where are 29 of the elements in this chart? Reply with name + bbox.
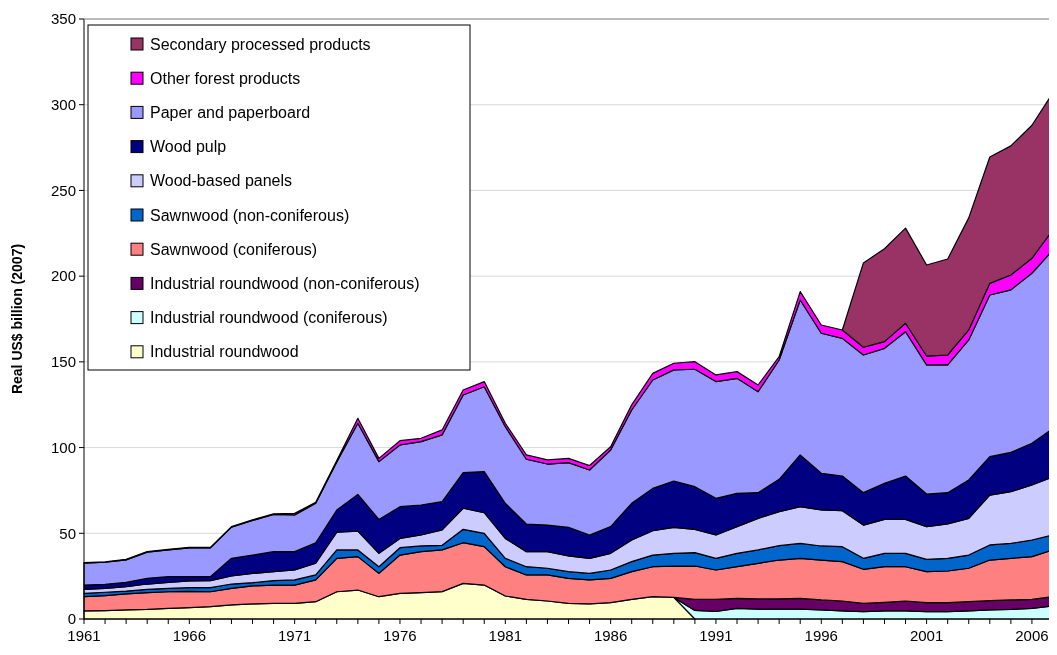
x-tick-label: 1966 [172,627,207,644]
x-tick-label: 1971 [277,627,312,644]
x-tick-label: 1981 [488,627,522,644]
x-tick-label: 1991 [699,627,733,644]
x-tick-label: 2001 [909,627,944,644]
y-tick-label: 100 [50,438,76,456]
legend-label: Secondary processed products [150,35,371,53]
x-tick-label: 1976 [383,627,417,644]
legend-label: Industrial roundwood (coniferous) [150,309,388,327]
x-tick-label: 1961 [67,627,101,644]
y-tick-label: 300 [50,95,76,113]
legend-label: Other forest products [150,69,301,87]
y-tick-label: 150 [50,353,76,371]
legend-label: Wood pulp [150,138,227,156]
x-tick-label: 2006 [1015,627,1049,644]
y-tick-label: 250 [50,181,76,199]
y-tick-label: 200 [50,267,76,285]
y-tick-label: 50 [59,524,76,542]
legend-label: Sawnwood (non-coniferous) [150,206,350,224]
legend-label: Industrial roundwood [150,343,299,361]
x-tick-label: 1996 [804,627,838,644]
y-axis-title: Real US$ billion (2007) [9,243,25,395]
legend-label: Paper and paperboard [150,104,311,121]
legend-label: Sawnwood (coniferous) [150,240,318,258]
y-tick-label: 0 [67,610,76,628]
legend-label: Wood-based panels [150,172,293,190]
legend-label: Industrial roundwood (non-coniferous) [150,275,420,292]
y-tick-label: 350 [50,10,76,28]
x-tick-label: 1986 [593,627,628,644]
